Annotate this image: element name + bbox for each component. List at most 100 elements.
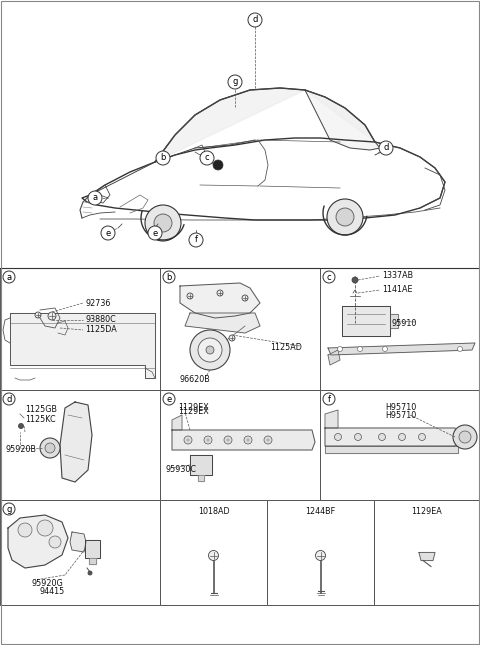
Circle shape: [383, 346, 387, 352]
Circle shape: [189, 233, 203, 247]
Circle shape: [190, 330, 230, 370]
Circle shape: [45, 443, 55, 453]
Circle shape: [264, 436, 272, 444]
Circle shape: [355, 433, 361, 441]
Text: 94415: 94415: [40, 586, 65, 595]
Circle shape: [148, 226, 162, 240]
Circle shape: [242, 295, 248, 301]
Text: e: e: [106, 228, 110, 237]
Circle shape: [37, 520, 53, 536]
Text: a: a: [93, 194, 97, 203]
Circle shape: [224, 436, 232, 444]
Polygon shape: [155, 88, 375, 162]
Circle shape: [228, 75, 242, 89]
Circle shape: [40, 438, 60, 458]
Circle shape: [154, 214, 172, 232]
Text: b: b: [160, 154, 166, 163]
Polygon shape: [185, 313, 260, 333]
Text: 95910: 95910: [392, 319, 418, 328]
Polygon shape: [328, 350, 340, 365]
Text: b: b: [166, 272, 172, 281]
Circle shape: [419, 433, 425, 441]
Circle shape: [323, 271, 335, 283]
Circle shape: [48, 312, 56, 320]
Polygon shape: [89, 558, 96, 564]
Text: 95920G: 95920G: [32, 579, 64, 588]
Polygon shape: [10, 313, 155, 378]
Bar: [160, 500, 267, 605]
Circle shape: [3, 393, 15, 405]
Polygon shape: [85, 540, 100, 558]
Text: 1244BF: 1244BF: [305, 508, 336, 517]
Polygon shape: [172, 415, 182, 430]
Circle shape: [229, 335, 235, 341]
Bar: [0, 390, 160, 500]
Circle shape: [248, 13, 262, 27]
Polygon shape: [325, 410, 338, 428]
Bar: [0, 500, 160, 605]
Bar: [267, 500, 374, 605]
Circle shape: [156, 151, 170, 165]
Circle shape: [88, 571, 92, 575]
Circle shape: [335, 433, 341, 441]
Circle shape: [19, 424, 24, 428]
Text: d: d: [384, 143, 389, 152]
Bar: [160, 268, 320, 390]
Polygon shape: [8, 515, 68, 568]
Circle shape: [379, 433, 385, 441]
Circle shape: [457, 346, 463, 352]
Circle shape: [198, 338, 222, 362]
Circle shape: [3, 271, 15, 283]
Text: c: c: [204, 154, 209, 163]
Text: 95930C: 95930C: [165, 466, 196, 475]
Circle shape: [163, 271, 175, 283]
Circle shape: [184, 436, 192, 444]
Circle shape: [337, 346, 343, 352]
Circle shape: [18, 523, 32, 537]
Polygon shape: [70, 532, 86, 552]
Text: 95920B: 95920B: [5, 446, 36, 455]
Text: g: g: [6, 504, 12, 513]
Circle shape: [336, 208, 354, 226]
Text: 1125AD: 1125AD: [270, 344, 302, 353]
Circle shape: [358, 346, 362, 352]
Text: f: f: [194, 235, 197, 244]
Text: 1337AB: 1337AB: [382, 272, 413, 281]
Circle shape: [208, 550, 218, 561]
Polygon shape: [325, 446, 458, 453]
Polygon shape: [60, 402, 92, 482]
Polygon shape: [180, 283, 260, 318]
Text: 1125DA: 1125DA: [85, 326, 117, 335]
Text: 1129EX: 1129EX: [178, 404, 209, 413]
Circle shape: [145, 205, 181, 241]
Circle shape: [187, 293, 193, 299]
Text: 1125GB: 1125GB: [25, 406, 57, 415]
Text: 96620B: 96620B: [180, 375, 211, 384]
Bar: [320, 390, 480, 500]
Text: H95710: H95710: [385, 404, 416, 413]
Text: g: g: [232, 77, 238, 86]
Circle shape: [453, 425, 477, 449]
Circle shape: [200, 151, 214, 165]
Polygon shape: [390, 314, 398, 328]
Circle shape: [3, 503, 15, 515]
Text: d: d: [6, 395, 12, 404]
Text: 1141AE: 1141AE: [382, 286, 412, 295]
Polygon shape: [305, 90, 380, 150]
Bar: [0, 268, 160, 390]
Circle shape: [35, 312, 41, 318]
Text: 1129EX: 1129EX: [178, 408, 209, 417]
Text: H95710: H95710: [385, 410, 416, 419]
Circle shape: [244, 436, 252, 444]
Circle shape: [217, 290, 223, 296]
Bar: [160, 390, 320, 500]
Text: 92736: 92736: [85, 299, 110, 308]
Circle shape: [206, 346, 214, 354]
Text: a: a: [6, 272, 12, 281]
Polygon shape: [198, 475, 204, 481]
Circle shape: [459, 431, 471, 443]
Circle shape: [213, 160, 223, 170]
Circle shape: [327, 199, 363, 235]
Circle shape: [101, 226, 115, 240]
Polygon shape: [325, 428, 458, 446]
